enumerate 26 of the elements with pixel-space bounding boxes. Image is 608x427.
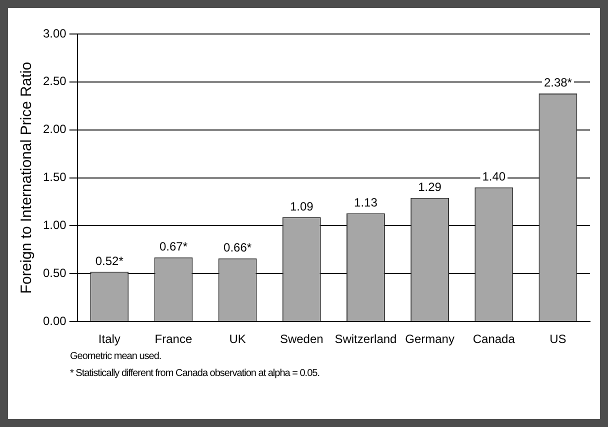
data-label: 2.38* [544, 76, 572, 90]
data-label: 1.09 [290, 199, 314, 214]
y-tick-label: 2.50 [42, 74, 67, 88]
text: * Statistically different from Canada observation at alpha = 0.05. [70, 367, 320, 381]
y-tick-label: 1.50 [42, 170, 67, 184]
data-label: 0.67* [159, 240, 188, 254]
x-tick-label: Sweden [280, 332, 324, 346]
y-tick-label: 0.50 [42, 266, 67, 280]
data-label: 1.13 [354, 196, 378, 210]
data-label: 0.52* [95, 254, 124, 268]
y-tick-label: 0.00 [42, 314, 67, 328]
x-tick-label: Canada [472, 332, 516, 346]
x-tick-label: Italy [98, 332, 120, 346]
data-label: 1.40 [482, 170, 506, 184]
x-tick-label: US [550, 332, 566, 346]
y-tick-label: 1.00 [42, 218, 67, 232]
y-tick-label: 3.00 [42, 26, 67, 40]
x-tick-label: UK [229, 332, 246, 346]
x-tick-label: Germany [405, 332, 454, 346]
y-axis-title: Foreign to International Price Ratio [18, 62, 36, 294]
y-tick-label: 2.00 [42, 122, 67, 136]
data-label: 0.66* [224, 240, 252, 255]
data-label: 1.29 [418, 180, 442, 194]
x-tick-label: France [154, 332, 192, 346]
text: Geometric mean used. [70, 350, 162, 364]
x-tick-label: Switzerland [334, 332, 397, 346]
